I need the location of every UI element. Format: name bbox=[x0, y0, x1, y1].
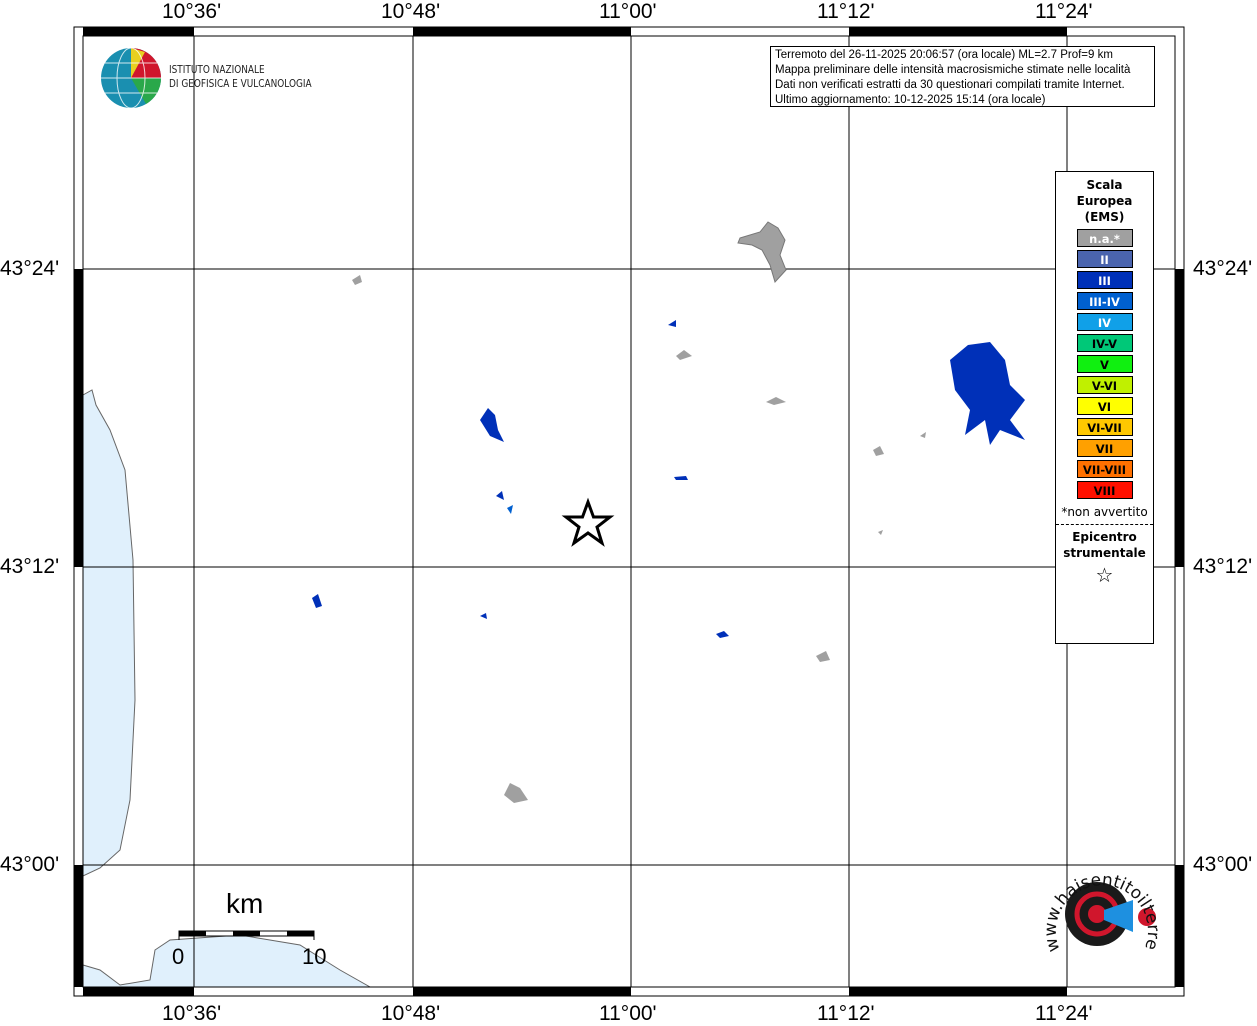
locality-polygons bbox=[312, 221, 1025, 803]
legend-note: *non avvertito bbox=[1061, 505, 1148, 519]
legend-title: Europea bbox=[1076, 194, 1133, 208]
ems-legend: Scala Europea (EMS) n.a.* II III III-IV IV IV… bbox=[1055, 171, 1154, 644]
scale-start: 0 bbox=[172, 944, 185, 969]
logo-line: DI GEOFISICA E VULCANOLOGIA bbox=[169, 78, 312, 90]
lon-label-top: 11°00' bbox=[599, 0, 657, 23]
legend-swatch-viii: VIII bbox=[1076, 481, 1133, 499]
event-info-line: Dati non verificati estratti da 30 quest… bbox=[775, 79, 1125, 91]
lat-label-left: 43°00' bbox=[0, 853, 60, 876]
event-info-line: Ultimo aggiornamento: 10-12-2025 15:14 (… bbox=[775, 94, 1046, 106]
lon-label-bottom: 11°12' bbox=[817, 1002, 875, 1025]
legend-title: (EMS) bbox=[1084, 210, 1125, 224]
lon-label-bottom: 10°48' bbox=[381, 1002, 441, 1025]
legend-swatch-iv-v: IV-V bbox=[1076, 334, 1133, 352]
logo-line: ISTITUTO NAZIONALE bbox=[169, 64, 265, 76]
legend-star-icon: ☆ bbox=[1095, 563, 1114, 587]
legend-swatch-iv: IV bbox=[1076, 313, 1133, 331]
haisentito-text: www.haisentitoilterremoto.it bbox=[1030, 850, 1163, 954]
event-info-box: Terremoto del 26-11-2025 20:06:57 (ora l… bbox=[770, 46, 1155, 107]
ingv-logo-text: ISTITUTO NAZIONALE DI GEOFISICA E VULCAN… bbox=[169, 63, 312, 91]
legend-swatch-vii-viii: VII-VIII bbox=[1076, 460, 1133, 478]
lon-label-top: 10°48' bbox=[381, 0, 441, 23]
scale-bar bbox=[178, 930, 315, 940]
legend-swatch-iii-iv: III-IV bbox=[1076, 292, 1133, 310]
svg-text:www.haisentitoilterremoto.it: www.haisentitoilterremoto.it bbox=[1030, 850, 1163, 954]
event-info-line: Terremoto del 26-11-2025 20:06:57 (ora l… bbox=[775, 49, 1113, 61]
legend-swatch-iii: III bbox=[1076, 271, 1133, 289]
lat-label-right: 43°12' bbox=[1193, 555, 1253, 578]
legend-title: Scala bbox=[1086, 178, 1123, 192]
scale-end: 10 bbox=[302, 944, 327, 969]
legend-epicenter-label: strumentale bbox=[1063, 546, 1146, 560]
lat-label-right: 43°24' bbox=[1193, 257, 1253, 280]
legend-epicenter-label: Epicentro bbox=[1072, 530, 1137, 544]
legend-swatch-vi-vii: VI-VII bbox=[1076, 418, 1133, 436]
legend-swatch-v-vi: V-VI bbox=[1076, 376, 1133, 394]
lat-label-left: 43°24' bbox=[0, 257, 60, 280]
legend-swatch-na: n.a.* bbox=[1076, 229, 1133, 247]
lon-label-top: 10°36' bbox=[162, 0, 222, 23]
legend-swatch-vi: VI bbox=[1076, 397, 1133, 415]
sea-west bbox=[82, 389, 136, 877]
epicenter-star-icon bbox=[561, 497, 615, 547]
legend-swatch-ii: II bbox=[1076, 250, 1133, 268]
haisentito-logo bbox=[1065, 882, 1156, 946]
lat-label-right: 43°00' bbox=[1193, 853, 1253, 876]
event-info-line: Mappa preliminare delle intensità macros… bbox=[775, 64, 1131, 76]
scale-unit: km bbox=[226, 888, 264, 919]
ingv-globe-logo bbox=[101, 47, 161, 109]
lon-label-top: 11°12' bbox=[817, 0, 875, 23]
lat-label-left: 43°12' bbox=[0, 555, 60, 578]
lon-label-bottom: 11°00' bbox=[599, 1002, 657, 1025]
lon-label-bottom: 10°36' bbox=[162, 1002, 222, 1025]
legend-swatch-v: V bbox=[1076, 355, 1133, 373]
lon-label-top: 11°24' bbox=[1035, 0, 1093, 23]
legend-swatch-vii: VII bbox=[1076, 439, 1133, 457]
lon-label-bottom: 11°24' bbox=[1035, 1002, 1093, 1025]
